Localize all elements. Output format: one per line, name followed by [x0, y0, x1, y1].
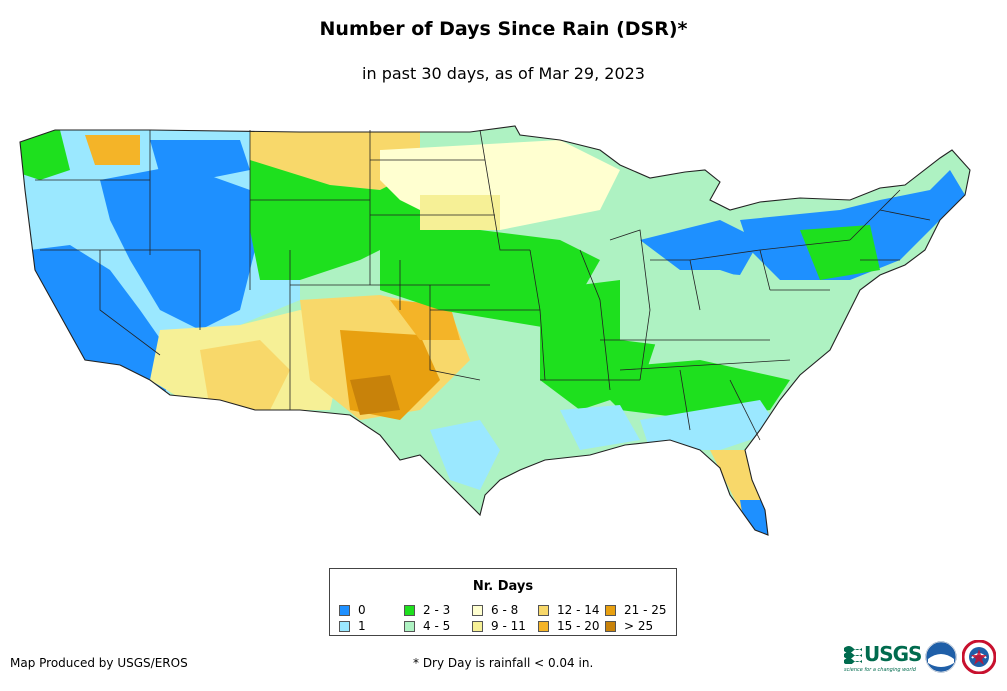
legend-swatch	[404, 604, 415, 616]
legend-item-1: 1	[339, 619, 366, 633]
map-title: Number of Days Since Rain (DSR)*	[319, 18, 688, 40]
legend-item-2-3: 2 - 3	[404, 603, 450, 617]
legend-label: 12 - 14	[557, 603, 600, 617]
legend-label: 0	[358, 603, 366, 617]
legend-label: 6 - 8	[491, 603, 519, 617]
legend-label: 2 - 3	[423, 603, 451, 617]
legend-swatch	[538, 604, 549, 616]
legend-item-4-5: 4 - 5	[404, 619, 450, 633]
us-dsr-map	[19, 125, 971, 536]
noaa-logo-icon	[925, 641, 957, 673]
legend-label: 1	[358, 619, 366, 633]
map-credit: Map Produced by USGS/EROS	[10, 656, 188, 670]
legend-item-6-8: 6 - 8	[472, 603, 518, 617]
nws-logo-icon	[962, 640, 996, 674]
usgs-wordmark: USGS	[864, 642, 922, 666]
legend-swatch	[605, 620, 616, 632]
legend-item-0: 0	[339, 603, 366, 617]
legend-label: 9 - 11	[491, 619, 526, 633]
legend-swatch	[339, 604, 350, 616]
usgs-logo: USGS	[844, 641, 922, 667]
legend-title: Nr. Days	[472, 579, 534, 594]
legend-swatch	[339, 620, 350, 632]
legend-label: 15 - 20	[557, 619, 600, 633]
dry-day-note: * Dry Day is rainfall < 0.04 in.	[413, 656, 594, 670]
legend-swatch	[472, 620, 483, 632]
legend: Nr. Days 0 1 2 - 3 4 - 5 6 - 8 9 - 11 12…	[329, 568, 677, 636]
legend-item-21-25: 21 - 25	[605, 603, 667, 617]
legend-swatch	[538, 620, 549, 632]
usgs-tagline: science for a changing world	[844, 667, 916, 673]
state-borders	[19, 125, 971, 536]
legend-swatch	[605, 604, 616, 616]
legend-item-gt-25: > 25	[605, 619, 653, 633]
legend-swatch	[472, 604, 483, 616]
usgs-wave-icon	[844, 646, 862, 664]
legend-label: 21 - 25	[624, 603, 667, 617]
legend-swatch	[404, 620, 415, 632]
legend-item-9-11: 9 - 11	[472, 619, 526, 633]
dsr-regions	[20, 126, 970, 535]
legend-label: 4 - 5	[423, 619, 451, 633]
legend-item-12-14: 12 - 14	[538, 603, 600, 617]
legend-item-15-20: 15 - 20	[538, 619, 600, 633]
map-subtitle: in past 30 days, as of Mar 29, 2023	[362, 64, 645, 83]
legend-label: > 25	[624, 619, 654, 633]
